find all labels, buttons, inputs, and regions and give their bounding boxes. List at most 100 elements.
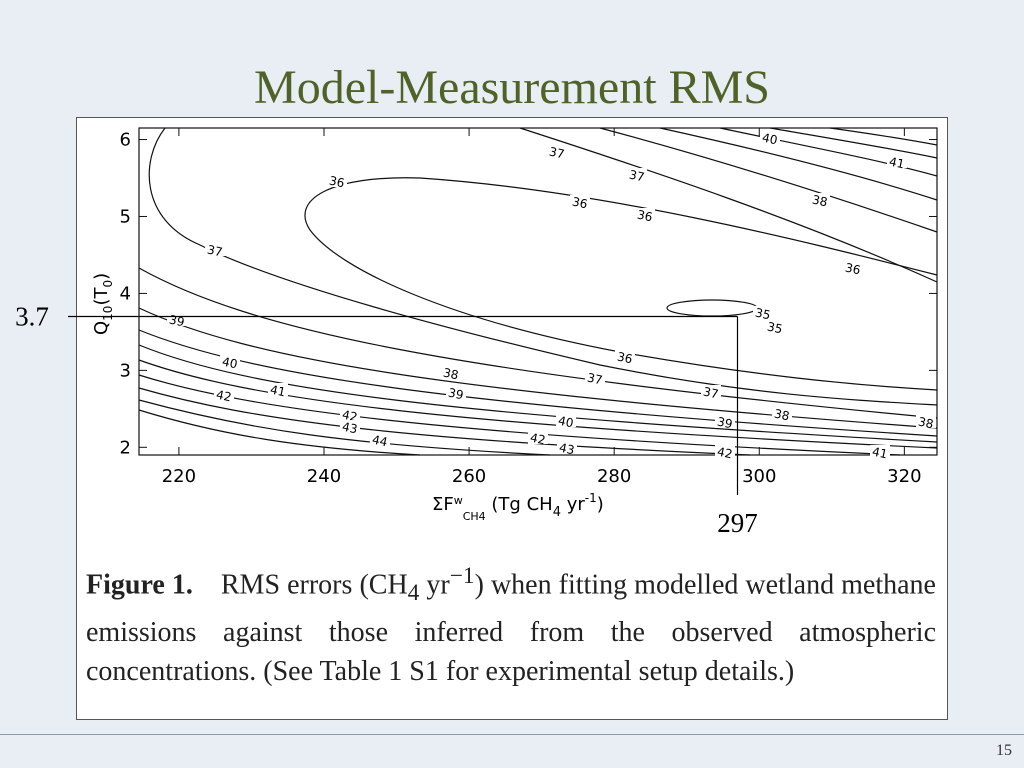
y-tick-label: 3 — [120, 360, 131, 381]
contour-label-bg — [547, 145, 567, 158]
slide-number: 15 — [996, 742, 1012, 759]
x-axis-label-part: ) — [597, 494, 604, 515]
contour-label: 40 — [557, 414, 575, 431]
contour-label-bg — [268, 383, 288, 396]
x-axis-label-part: 4 — [553, 505, 561, 520]
contour-label: 37 — [206, 243, 224, 260]
contour-label-bg — [627, 168, 647, 181]
contour-label: 41 — [269, 383, 287, 400]
figure-box — [76, 117, 948, 720]
contour-label-bg — [772, 407, 792, 420]
caption-text: yr — [419, 569, 450, 601]
contour-label: 36 — [636, 208, 654, 225]
contour-label: 39 — [447, 386, 465, 403]
x-tick-label: 240 — [307, 466, 341, 487]
contour-label-bg — [370, 433, 390, 446]
contour-label-bg — [810, 193, 830, 206]
x-axis-label: ΣFwCH4 (Tg CH4 yr-1) — [432, 491, 604, 523]
contour-label-bg — [715, 445, 735, 458]
contour-label-bg — [843, 261, 863, 274]
contour-label: 36 — [844, 261, 862, 278]
y-axis-label-part: 10 — [101, 306, 115, 321]
contour-label: 40 — [221, 355, 239, 372]
contour-label: 36 — [328, 174, 346, 191]
contour-label-bg — [327, 174, 347, 187]
x-axis-label-part: ΣF — [432, 494, 454, 515]
caption-text: −1 — [449, 563, 475, 589]
contour-label: 36 — [571, 195, 589, 212]
contour-label-bg — [753, 306, 773, 319]
caption-text: RMS errors (CH — [220, 569, 408, 601]
slide-title: Model-Measurement RMS — [254, 61, 770, 114]
x-axis-label-part: w — [454, 494, 463, 507]
contour-label-bg — [446, 386, 466, 399]
y-tick-label: 4 — [120, 283, 131, 304]
contour-label: 42 — [529, 431, 547, 448]
contour-label: 36 — [616, 350, 634, 367]
x-axis-label-part: CH4 — [463, 510, 486, 523]
contour-label-bg — [635, 208, 655, 221]
contour-label-bg — [528, 431, 548, 444]
x-axis-label-part: (Tg CH — [486, 494, 553, 515]
figure-caption: Figure 1. RMS errors (CH4 yr−1) when fit… — [86, 557, 936, 691]
contour-label-bg — [916, 415, 936, 428]
contour-label-bg — [701, 385, 721, 398]
caption-label: Figure 1. — [86, 569, 193, 601]
contour-label-bg — [441, 366, 461, 379]
x-tick-label: 300 — [742, 466, 776, 487]
footer-rule — [0, 734, 1024, 735]
y-axis-label: Q10(T0) — [91, 273, 115, 335]
y-tick-label: 5 — [120, 206, 131, 227]
contour-label: 39 — [168, 313, 186, 330]
x-tick-label: 280 — [597, 466, 631, 487]
x-axis-label-part: -1 — [585, 491, 597, 505]
x-axis-label-part: yr — [561, 494, 585, 515]
contour-label: 37 — [628, 168, 646, 185]
contour-label-bg — [760, 131, 780, 144]
contour-label-bg — [556, 414, 576, 427]
contour-label: 38 — [773, 407, 791, 424]
contour-label: 38 — [917, 415, 935, 432]
y-axis-label-part: ) — [91, 273, 112, 280]
x-tick-label: 320 — [887, 466, 921, 487]
caption-text: ) when fitting modelled wetland methane … — [86, 569, 936, 687]
y-axis-label-part: 0 — [101, 280, 115, 288]
contour-label-bg — [870, 445, 890, 458]
reference-label: 3.7 — [15, 302, 49, 332]
contour-label: 39 — [716, 415, 734, 432]
contour-label-bg — [340, 408, 360, 421]
contour-label: 35 — [754, 306, 772, 323]
contour-label-bg — [765, 320, 785, 333]
contour-label: 37 — [586, 371, 604, 388]
x-tick-label: 220 — [162, 466, 196, 487]
contour-label: 43 — [558, 441, 576, 458]
contour-label-bg — [570, 195, 590, 208]
contour-label: 41 — [888, 155, 906, 172]
contour-lines — [138, 127, 938, 456]
contour-label-bg — [205, 243, 225, 256]
reference-label: 297 — [717, 508, 758, 538]
contour-label-bg — [557, 441, 577, 454]
contour-label-bg — [615, 350, 635, 363]
contour-label: 38 — [811, 193, 829, 210]
contour-label: 37 — [548, 145, 566, 162]
x-tick-label: 260 — [452, 466, 486, 487]
y-axis-label-part: (T — [91, 287, 112, 306]
contour-label: 38 — [442, 366, 460, 383]
contour-label: 40 — [761, 131, 779, 148]
contour-label: 35 — [766, 320, 784, 337]
contour-label: 42 — [716, 445, 734, 462]
contour-label: 44 — [371, 433, 389, 450]
contour-label-bg — [715, 415, 735, 428]
y-tick-label: 6 — [120, 130, 131, 151]
contour-label: 43 — [341, 420, 359, 437]
contour-label-bg — [340, 420, 360, 433]
contour-label-bg — [214, 388, 234, 401]
contour-label-bg — [585, 371, 605, 384]
y-tick-label: 2 — [120, 437, 131, 458]
contour-label-bg — [220, 355, 240, 368]
contour-label: 42 — [215, 388, 233, 405]
contour-label: 37 — [702, 385, 720, 402]
